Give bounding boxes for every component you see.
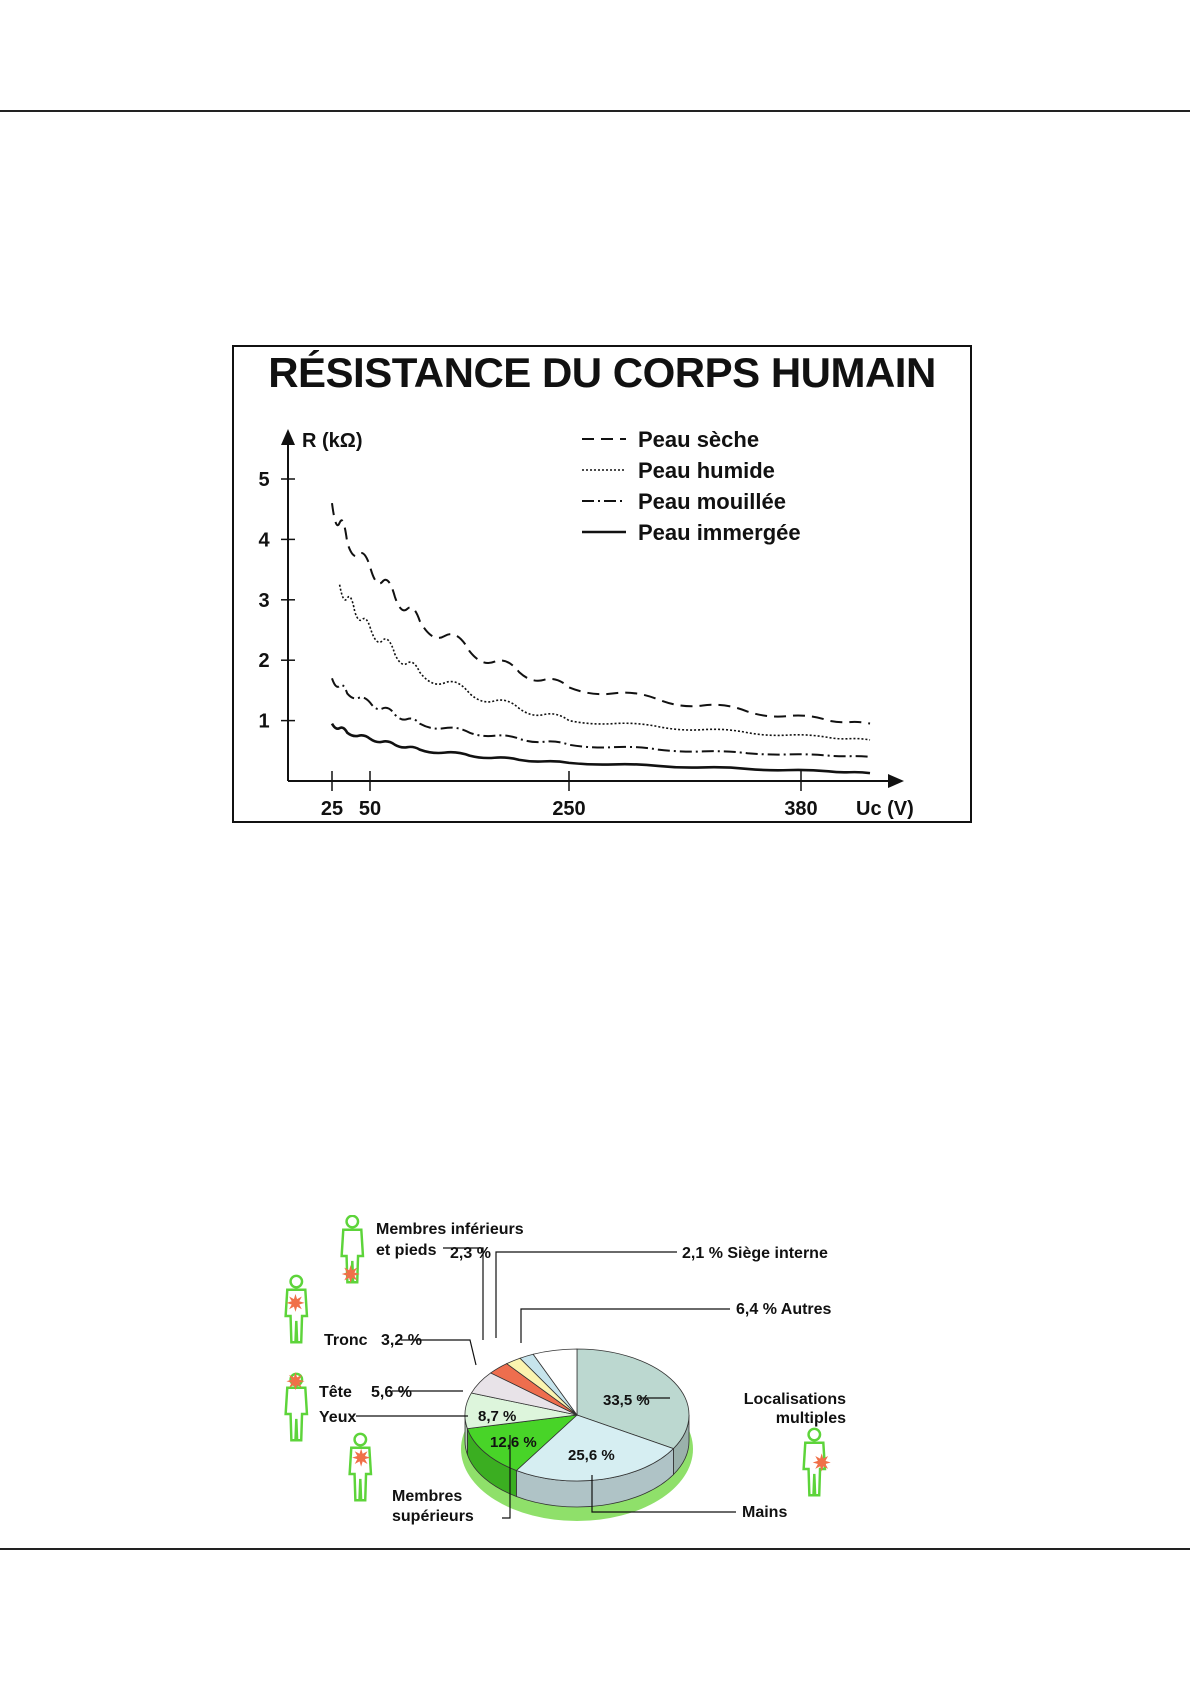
legend-label-3: Peau immergée (638, 520, 801, 545)
leader-line-1 (495, 1251, 677, 1338)
pie-top (464, 1348, 690, 1482)
pie-slice-8 (532, 1348, 578, 1417)
x-tick-label: 25 (321, 798, 343, 820)
injury-burst-icon (352, 1448, 371, 1467)
slice-label-33-5: 33,5 % (603, 1392, 650, 1409)
human-figure-icon (340, 1215, 365, 1284)
callout-membres-inf-val: 2,3 % (450, 1245, 491, 1262)
leader-line-0 (443, 1247, 484, 1340)
figure-head (289, 1274, 304, 1289)
legend-label-0: Peau sèche (638, 427, 759, 452)
y-axis-label: R (kΩ) (302, 430, 362, 452)
callout-leaders (356, 1247, 736, 1519)
leader-line-7 (591, 1475, 736, 1513)
callout-tronc: Tronc (324, 1332, 368, 1349)
pie-svg: 33,5 % 25,6 % 12,6 % 8,7 % Membres infér… (284, 1215, 846, 1525)
x-tick-label: 50 (359, 798, 381, 820)
pie-slice-1 (515, 1414, 675, 1482)
leader-line-8 (502, 1435, 511, 1519)
callout-autres: 6,4 % Autres (736, 1301, 832, 1318)
figure-body (284, 1386, 309, 1442)
pie-slice-2 (466, 1414, 579, 1471)
callout-membres-sup-1: Membres (392, 1488, 462, 1505)
figure-head (807, 1427, 822, 1442)
x-tick-label: 380 (784, 798, 817, 820)
y-tick-label: 4 (258, 529, 270, 551)
callout-tete-val: 5,6 % (371, 1384, 412, 1401)
series-line-3 (330, 722, 871, 775)
callout-loc-2: multiples (776, 1410, 846, 1427)
y-tick-label: 5 (258, 469, 269, 491)
human-figure-icon (348, 1432, 373, 1502)
human-figure-icon (284, 1274, 309, 1344)
slice-label-12-6: 12,6 % (490, 1434, 537, 1451)
callout-siege: 2,1 % Siège interne (682, 1245, 828, 1262)
x-axis-arrow (888, 774, 904, 788)
callout-membres-sup-2: supérieurs (392, 1508, 474, 1525)
injury-burst-icon (286, 1372, 305, 1391)
top-rule (0, 110, 1190, 112)
callout-tete: Tête (319, 1384, 352, 1401)
y-tick-label: 2 (258, 650, 269, 672)
injury-burst-icon (286, 1293, 305, 1312)
callout-yeux: Yeux (319, 1409, 356, 1426)
callout-membres-inf-2: et pieds (376, 1242, 437, 1259)
callout-tronc-val: 3,2 % (381, 1332, 422, 1349)
axes: 1 2 3 4 5 25 50 250 380 (258, 429, 904, 820)
bottom-rule (0, 1548, 1190, 1550)
injury-burst-icon (812, 1453, 831, 1472)
y-tick-label: 1 (258, 711, 269, 733)
leader-line-3 (401, 1339, 477, 1366)
human-figure-icon (284, 1372, 309, 1442)
figure-head (353, 1432, 368, 1447)
slice-label-25-6: 25,6 % (568, 1447, 615, 1464)
resistance-chart: RÉSISTANCE DU CORPS HUMAIN 1 2 3 4 5 25 50 250 3… (232, 345, 972, 823)
human-figure-icon (802, 1427, 831, 1497)
series-line-2 (331, 677, 871, 758)
leader-line-2 (520, 1308, 730, 1343)
injury-burst-icon (341, 1265, 360, 1284)
y-axis-arrow (281, 429, 295, 445)
chart-title: RÉSISTANCE DU CORPS HUMAIN (268, 349, 936, 396)
legend-label-1: Peau humide (638, 458, 775, 483)
accident-location-pie: 33,5 % 25,6 % 12,6 % 8,7 % Membres infér… (270, 1215, 870, 1535)
legend: Peau sèche Peau humide Peau mouillée Peau i… (582, 427, 801, 545)
y-tick-label: 3 (258, 590, 269, 612)
callout-loc-1: Localisations (744, 1391, 846, 1408)
series-line-0 (331, 503, 871, 725)
slice-label-8-7: 8,7 % (478, 1408, 516, 1425)
callout-mains: Mains (742, 1504, 787, 1521)
figure-head (345, 1215, 360, 1229)
legend-label-2: Peau mouillée (638, 489, 786, 514)
callout-membres-inf-1: Membres inférieurs (376, 1221, 524, 1238)
x-axis-label: Uc (V) (856, 798, 914, 820)
series-lines (330, 503, 871, 775)
human-figures (284, 1215, 831, 1502)
series-line-1 (338, 584, 871, 741)
x-tick-label: 250 (552, 798, 585, 820)
pie-slice-0 (576, 1348, 690, 1450)
